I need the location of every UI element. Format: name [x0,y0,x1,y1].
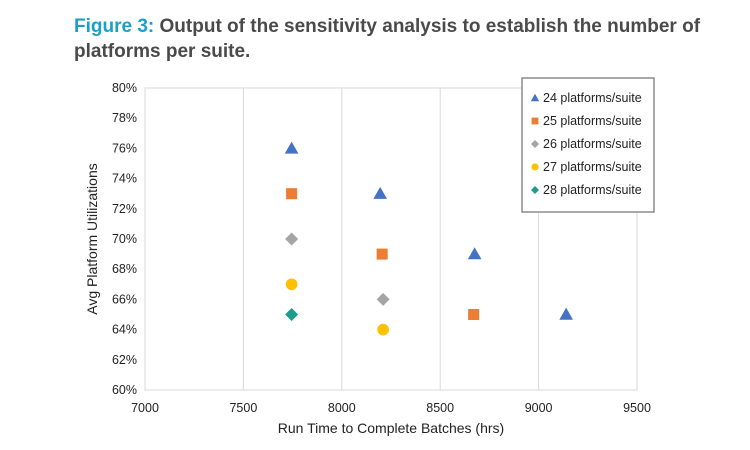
data-point-diamond [285,232,299,246]
legend-marker [531,140,539,148]
x-tick-label: 9500 [623,401,651,415]
legend-marker [531,117,539,125]
legend: 24 platforms/suite 25 platforms/suite 26 p… [521,77,655,213]
y-tick-label: 62% [112,353,137,367]
data-points [284,141,573,336]
y-tick-label: 68% [112,262,137,276]
data-point-square [376,248,388,260]
y-tick-label: 72% [112,202,137,216]
x-axis-label: Run Time to Complete Batches (hrs) [278,420,504,436]
y-tick-label: 70% [112,232,137,246]
x-tick-label: 9000 [525,401,553,415]
plot-area [144,87,638,391]
data-point-square [286,188,298,200]
y-axis-label: Avg Platform Utilizations [84,163,100,314]
y-tick-label: 78% [112,111,137,125]
legend-entry: 25 platforms/suite [543,114,642,128]
data-point-circle [285,278,298,291]
legend-entry: 24 platforms/suite [543,91,642,105]
y-tick-label: 66% [112,292,137,306]
figure-label: Figure 3: [74,16,155,37]
data-point-square [468,308,480,321]
x-tick-label: 8500 [426,401,454,415]
y-axis-ticks: 60% 62% 64% 66% 68% 70% 72% 74% 76% 78% 80% [112,81,137,397]
legend-entry: 28 platforms/suite [543,183,642,197]
x-tick-label: 8000 [328,401,356,415]
data-point-circle [377,323,389,336]
legend-entry: 26 platforms/suite [543,137,642,151]
data-point-diamond [285,308,299,321]
y-tick-label: 60% [112,383,137,397]
x-axis-ticks: 7000 7500 8000 8500 9000 9500 [131,401,651,415]
legend-marker [530,93,540,102]
y-tick-label: 74% [112,172,137,186]
legend-box [521,77,655,213]
legend-entry: 27 platforms/suite [543,160,642,174]
legend-marker [531,163,539,171]
figure-title: Figure 3: Output of the sensitivity anal… [74,14,714,64]
data-point-triangle [284,141,299,154]
y-tick-label: 64% [112,323,137,337]
y-tick-label: 76% [112,141,137,155]
data-point-triangle [373,186,388,199]
x-tick-label: 7500 [229,401,257,415]
y-tick-label: 80% [112,81,137,95]
figure-title-text: Output of the sensitivity analysis to es… [74,16,701,62]
legend-marker [531,186,539,194]
data-point-triangle [467,247,482,260]
data-point-triangle [559,307,573,320]
x-tick-label: 7000 [131,401,159,415]
data-point-diamond [376,292,390,306]
